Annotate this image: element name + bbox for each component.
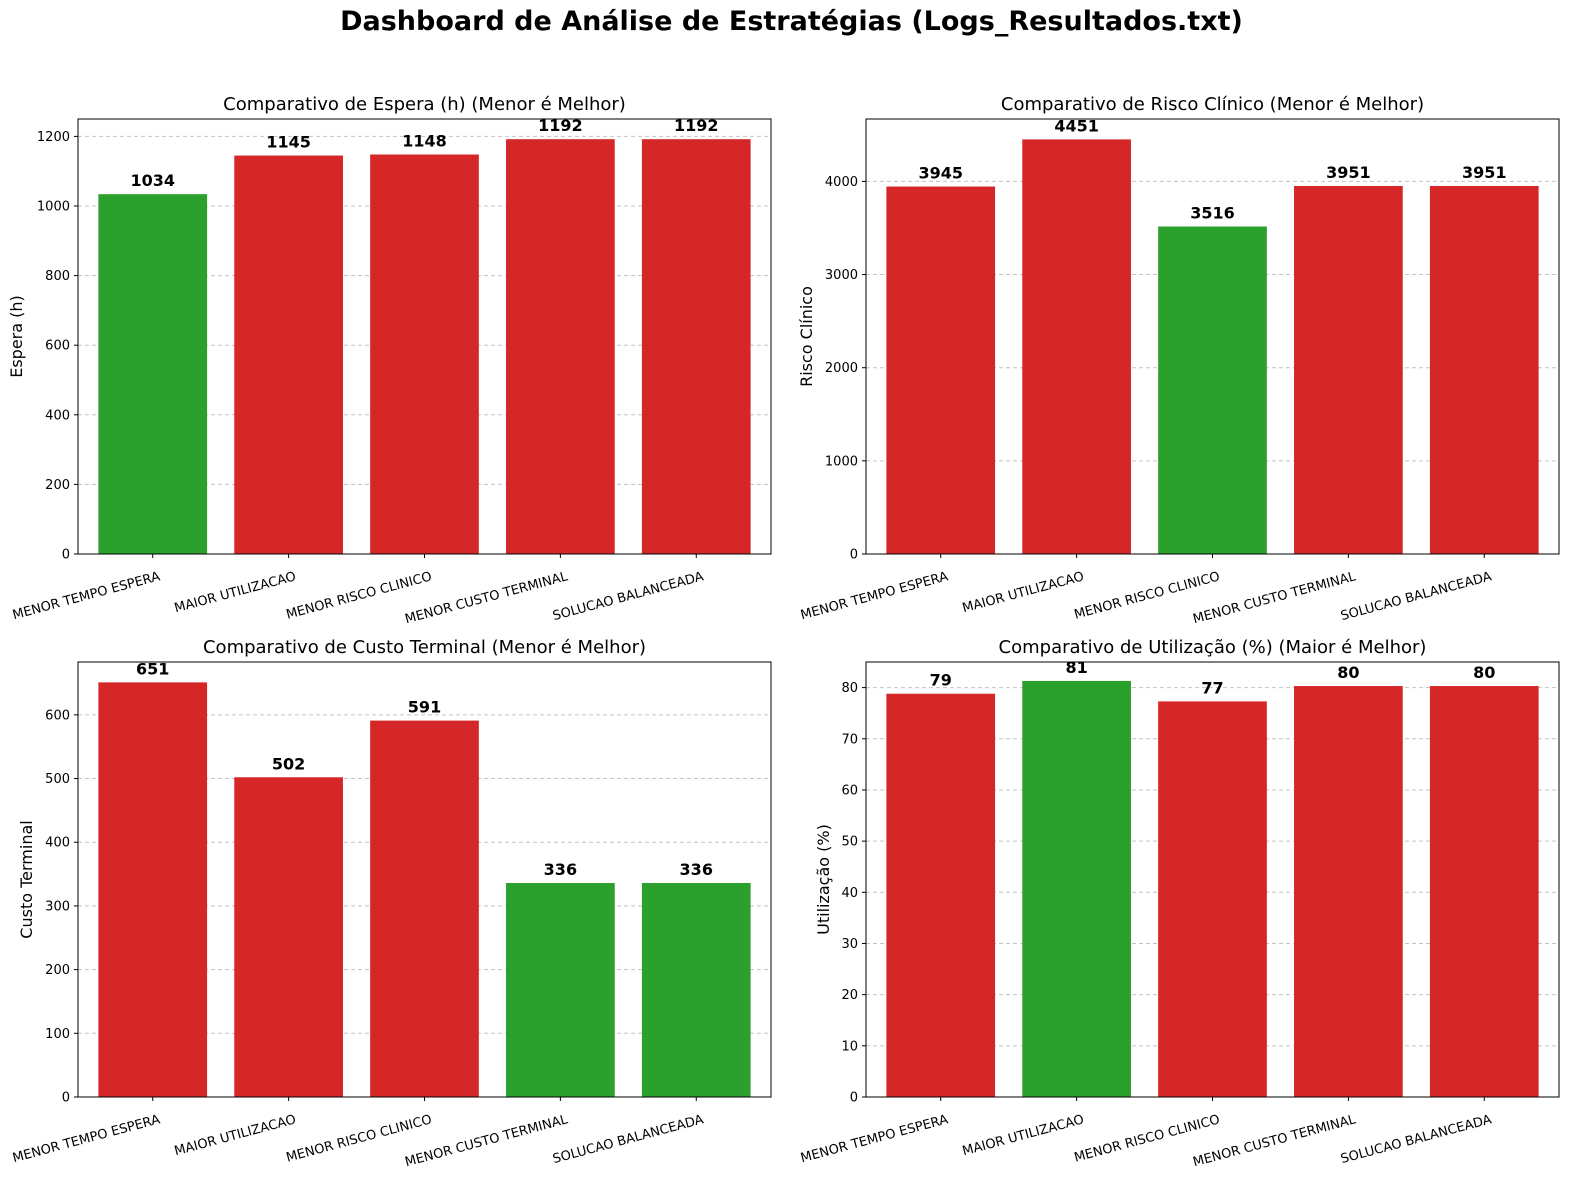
y-tick-label: 30 — [841, 937, 858, 952]
bar-value-label: 79 — [930, 671, 952, 690]
bar-1 — [886, 693, 996, 1097]
x-tick-label: MENOR TEMPO ESPERA — [799, 1112, 950, 1166]
y-tick-label: 400 — [45, 836, 70, 851]
y-axis-label: Utilização (%) — [814, 824, 833, 935]
y-tick-label: 600 — [45, 339, 70, 354]
y-tick-label: 0 — [62, 1091, 70, 1106]
bar-value-label: 3516 — [1190, 203, 1235, 222]
y-tick-label: 2000 — [825, 361, 858, 376]
y-tick-label: 600 — [45, 708, 70, 723]
bar-value-label: 336 — [544, 860, 577, 879]
x-tick-label: SOLUCAO BALANCEADA — [1339, 1112, 1493, 1167]
bar-4 — [1294, 686, 1403, 1097]
y-tick-label: 40 — [841, 886, 858, 901]
chart-panel-1: 0 200 400 600 800 1000 1200 MENOR TEMPO ESPERA M… — [7, 94, 772, 627]
bar-value-label: 336 — [680, 860, 713, 879]
chart-panel-4: 0 10 20 30 40 50 60 70 80 MENOR TEMPO ESPERA MAIOR… — [799, 637, 1560, 1170]
y-tick-label: 200 — [45, 963, 70, 978]
y-tick-label: 0 — [850, 548, 858, 563]
chart-title: Comparativo de Utilização (%) (Maior é M… — [999, 637, 1427, 658]
y-axis-label: Custo Terminal — [17, 820, 36, 938]
y-tick-label: 20 — [841, 988, 858, 1003]
bar-value-label: 81 — [1065, 658, 1087, 677]
x-tick-label: MAIOR UTILIZACAO — [173, 1112, 298, 1159]
bar-value-label: 1034 — [130, 171, 175, 190]
bar-4 — [1294, 185, 1403, 554]
bar-value-label: 80 — [1473, 663, 1495, 682]
bar-value-label: 1192 — [538, 116, 583, 135]
y-tick-label: 500 — [45, 772, 70, 787]
chart-title: Comparativo de Risco Clínico (Menor é Me… — [1001, 94, 1424, 115]
bar-value-label: 80 — [1337, 663, 1359, 682]
bar-value-label: 3951 — [1326, 163, 1371, 182]
y-tick-label: 100 — [45, 1027, 70, 1042]
y-tick-label: 80 — [841, 681, 858, 696]
x-tick-label: MENOR TEMPO ESPERA — [11, 1112, 162, 1166]
bar-value-label: 1148 — [402, 131, 447, 150]
bar-4 — [506, 883, 615, 1097]
bar-value-label: 3945 — [918, 164, 963, 183]
x-tick-label: MENOR TEMPO ESPERA — [11, 569, 162, 623]
x-tick-label: MENOR TEMPO ESPERA — [799, 569, 950, 623]
bar-5 — [1429, 686, 1539, 1097]
bar-4 — [506, 139, 615, 554]
chart-title: Comparativo de Espera (h) (Menor é Melho… — [223, 94, 626, 115]
y-axis-label: Risco Clínico — [797, 286, 816, 387]
x-tick-label: SOLUCAO BALANCEADA — [1339, 569, 1493, 624]
y-tick-label: 4000 — [825, 175, 858, 190]
bar-value-label: 1145 — [266, 133, 311, 152]
y-axis-label: Espera (h) — [7, 295, 26, 378]
chart-panel-2: 0 1000 2000 3000 4000 MENOR TEMPO ESPERA MAIOR… — [797, 94, 1560, 627]
y-tick-label: 1000 — [825, 454, 858, 469]
bar-3 — [1158, 226, 1267, 555]
bar-value-label: 502 — [272, 754, 305, 773]
x-tick-label: SOLUCAO BALANCEADA — [551, 1112, 705, 1167]
x-tick-label: MAIOR UTILIZACAO — [961, 569, 1086, 616]
y-tick-label: 200 — [45, 478, 70, 493]
bar-3 — [1158, 701, 1267, 1097]
bar-2 — [234, 777, 343, 1097]
x-tick-label: MAIOR UTILIZACAO — [961, 1112, 1086, 1159]
bar-value-label: 77 — [1201, 678, 1223, 697]
bar-5 — [1429, 185, 1539, 554]
chart-panel-3: 0 100 200 300 400 500 600 MENOR TEMPO ESPERA MAI… — [11, 637, 772, 1170]
y-tick-label: 70 — [841, 732, 858, 747]
y-tick-label: 3000 — [825, 268, 858, 283]
y-tick-label: 50 — [841, 835, 858, 850]
y-tick-label: 60 — [841, 783, 858, 798]
y-tick-label: 1200 — [37, 130, 70, 145]
bar-1 — [98, 682, 208, 1097]
bar-value-label: 3951 — [1462, 163, 1507, 182]
bar-3 — [370, 154, 479, 554]
y-tick-label: 800 — [45, 269, 70, 284]
y-tick-label: 10 — [841, 1039, 858, 1054]
y-tick-label: 300 — [45, 899, 70, 914]
bar-2 — [1022, 139, 1131, 554]
chart-title: Comparativo de Custo Terminal (Menor é M… — [203, 637, 646, 658]
bar-2 — [1022, 680, 1131, 1097]
bar-1 — [98, 194, 208, 554]
y-tick-label: 0 — [62, 548, 70, 563]
bar-value-label: 591 — [408, 698, 441, 717]
bar-value-label: 651 — [136, 659, 169, 678]
x-tick-label: SOLUCAO BALANCEADA — [551, 569, 705, 624]
x-tick-label: MAIOR UTILIZACAO — [173, 569, 298, 616]
bar-value-label: 4451 — [1054, 116, 1099, 135]
bar-value-label: 1192 — [674, 116, 719, 135]
bar-2 — [234, 155, 343, 555]
bar-5 — [641, 883, 751, 1097]
bar-1 — [886, 186, 996, 555]
y-tick-label: 1000 — [37, 200, 70, 215]
y-tick-label: 0 — [850, 1091, 858, 1106]
bar-5 — [641, 139, 751, 554]
figure-title: Dashboard de Análise de Estratégias (Log… — [340, 6, 1243, 37]
bar-3 — [370, 720, 479, 1097]
y-tick-label: 400 — [45, 408, 70, 423]
